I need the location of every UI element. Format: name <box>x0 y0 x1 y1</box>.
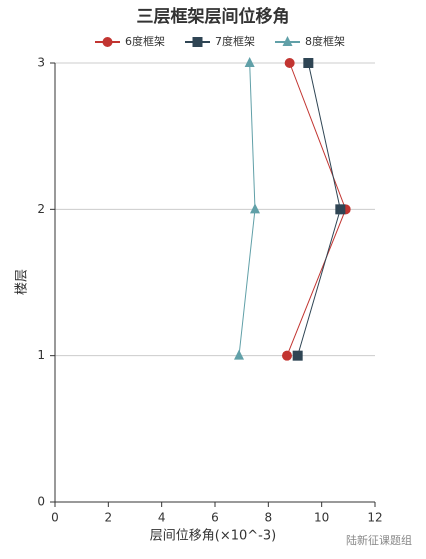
y-axis-label: 楼层 <box>15 269 30 295</box>
marker <box>250 203 260 214</box>
marker <box>192 37 203 47</box>
y-tick-label: 1 <box>37 348 45 362</box>
x-tick-label: 8 <box>265 511 273 525</box>
legend-label: 8度框架 <box>305 34 345 48</box>
x-tick-label: 0 <box>51 511 59 525</box>
x-axis-label: 层间位移角(×10^-3) <box>150 529 276 544</box>
marker <box>234 349 244 360</box>
marker <box>102 37 113 47</box>
legend-label: 7度框架 <box>215 34 255 48</box>
y-tick-label: 0 <box>37 495 45 509</box>
marker <box>303 58 314 68</box>
legend-label: 6度框架 <box>125 34 165 48</box>
marker <box>282 350 292 361</box>
x-tick-label: 6 <box>211 511 219 525</box>
y-tick-label: 3 <box>37 56 45 70</box>
chart-title: 三层框架层间位移角 <box>137 6 290 27</box>
watermark: 陆新征课题组 <box>346 533 412 547</box>
marker <box>292 350 303 361</box>
x-tick-label: 4 <box>158 511 166 525</box>
marker <box>284 58 295 68</box>
y-tick-label: 2 <box>37 202 45 216</box>
x-tick-label: 10 <box>314 511 329 525</box>
marker <box>335 204 346 215</box>
marker <box>244 57 255 67</box>
x-tick-label: 12 <box>367 511 382 525</box>
x-tick-label: 2 <box>105 511 113 525</box>
marker <box>282 36 293 46</box>
